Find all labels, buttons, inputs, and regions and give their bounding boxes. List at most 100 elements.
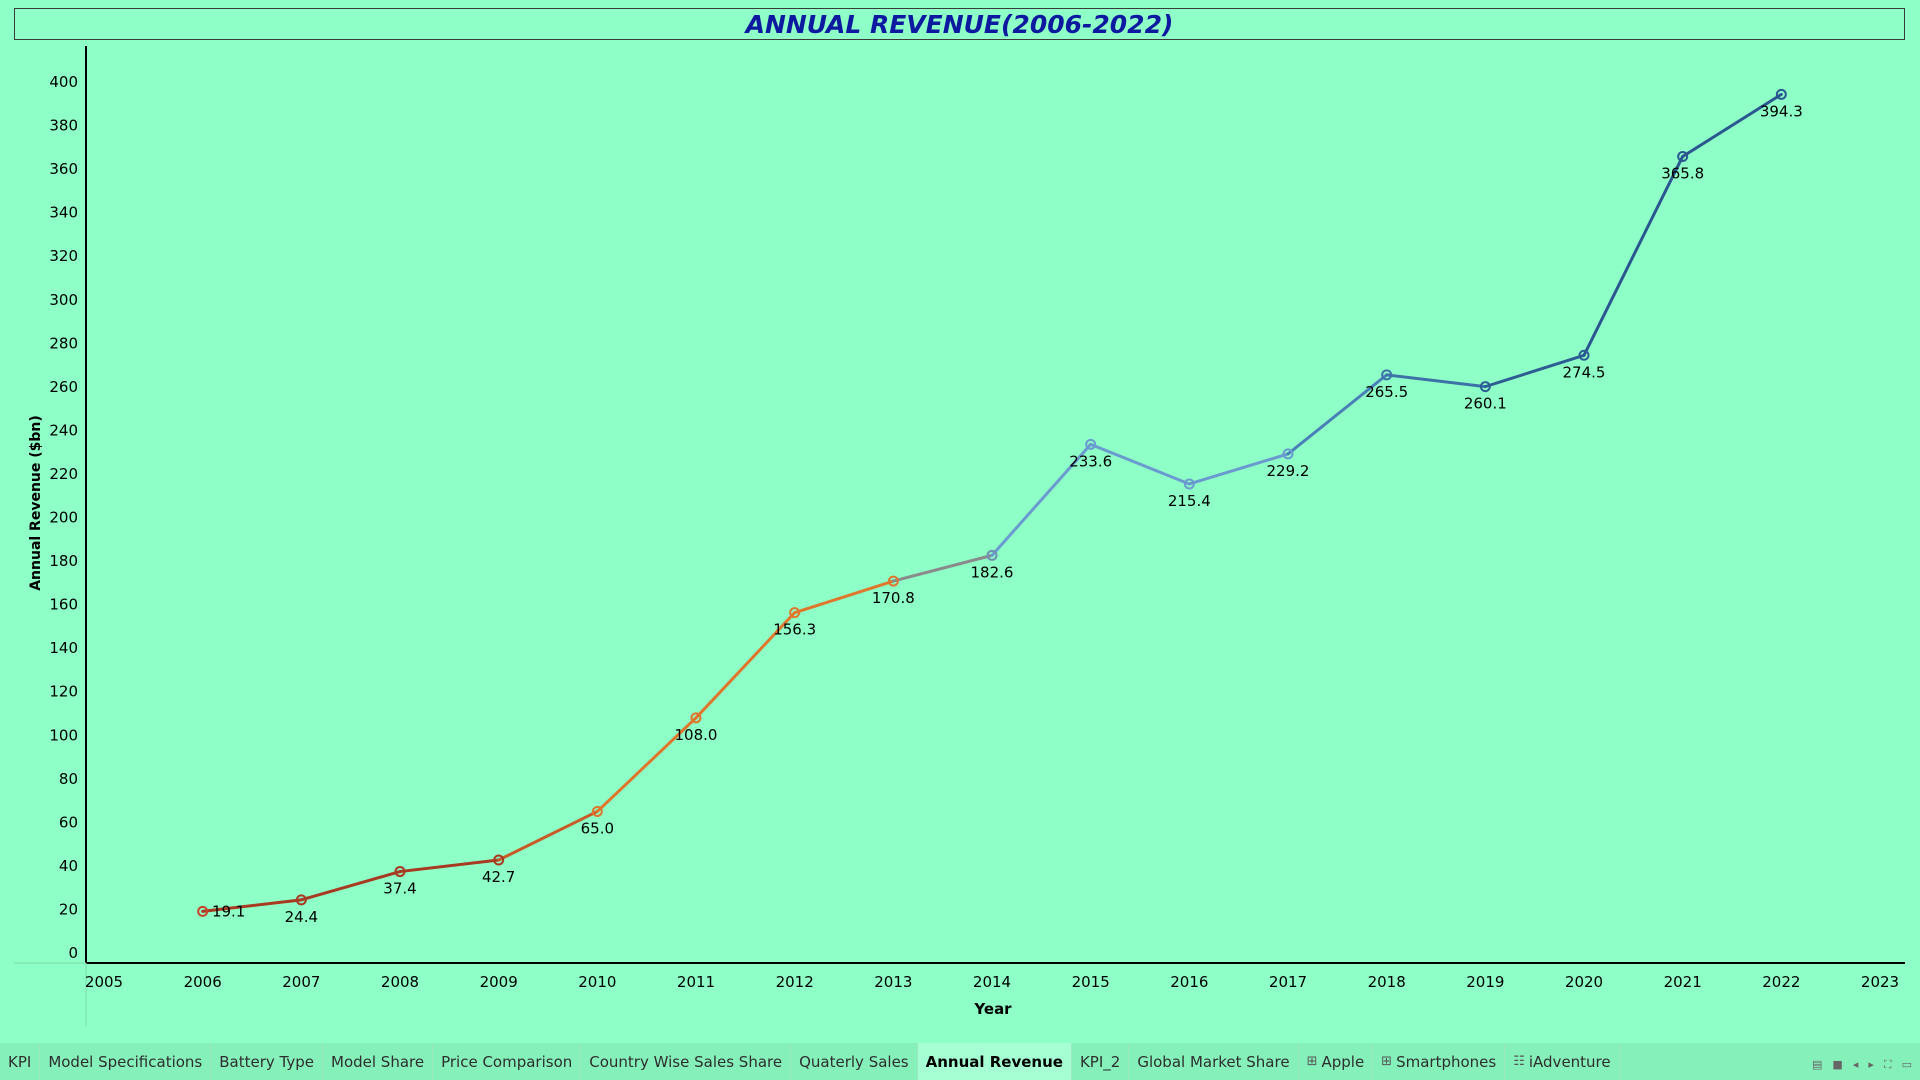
y-tick-label: 340 bbox=[49, 204, 78, 222]
line-segment bbox=[694, 611, 797, 720]
y-tick-label: 300 bbox=[49, 291, 78, 309]
line-segment bbox=[1681, 92, 1783, 158]
sheet-tab-label: KPI bbox=[8, 1052, 32, 1071]
dashboard-grid-icon: ⊞ bbox=[1306, 1054, 1318, 1069]
sheet-tab[interactable]: KPI bbox=[0, 1043, 41, 1080]
sheet-tab-label: Smartphones bbox=[1396, 1052, 1497, 1071]
x-tick-label: 2015 bbox=[1072, 973, 1110, 991]
x-tick-label: 2022 bbox=[1762, 973, 1800, 991]
y-tick-label: 40 bbox=[59, 857, 78, 875]
line-segment bbox=[497, 809, 599, 862]
data-label: 274.5 bbox=[1563, 363, 1606, 381]
previous-sheet-icon[interactable]: ◂ bbox=[1852, 1058, 1859, 1071]
show-tabs-icon[interactable]: ■ bbox=[1832, 1058, 1843, 1071]
sheet-tab[interactable]: ☷ iAdventure bbox=[1505, 1043, 1620, 1080]
data-label: 229.2 bbox=[1267, 462, 1310, 480]
x-axis-label: Year bbox=[973, 1000, 1012, 1018]
x-tick-label: 2016 bbox=[1170, 973, 1208, 991]
sheet-tab[interactable]: ⊞ Smartphones bbox=[1373, 1043, 1506, 1080]
x-tick-label: 2006 bbox=[184, 973, 222, 991]
x-tick-label: 2021 bbox=[1664, 973, 1702, 991]
line-segment bbox=[891, 553, 994, 583]
data-label: 233.6 bbox=[1069, 452, 1112, 470]
sheet-tab-label: Model Share bbox=[331, 1052, 425, 1071]
line-segment bbox=[1286, 373, 1389, 456]
sheet-tab-label: Country Wise Sales Share bbox=[589, 1052, 783, 1071]
chart-title-box: ANNUAL REVENUE(2006-2022) bbox=[14, 8, 1905, 40]
data-label: 182.6 bbox=[971, 563, 1014, 581]
sheet-tab-label: Global Market Share bbox=[1137, 1052, 1290, 1071]
next-sheet-icon[interactable]: ▸ bbox=[1868, 1058, 1874, 1071]
data-label: 24.4 bbox=[285, 908, 318, 926]
data-point bbox=[986, 549, 998, 561]
x-tick-label: 2010 bbox=[578, 973, 616, 991]
y-axis-label: Annual Revenue ($bn) bbox=[28, 415, 44, 591]
line-segment bbox=[201, 898, 303, 913]
sheet-tab-label: Apple bbox=[1321, 1052, 1365, 1071]
x-tick-label: 2018 bbox=[1368, 973, 1406, 991]
sheet-tab-label: KPI_2 bbox=[1079, 1052, 1121, 1071]
y-tick-label: 180 bbox=[49, 552, 78, 570]
sheet-tab[interactable]: Annual Revenue bbox=[917, 1043, 1072, 1080]
series-lines bbox=[201, 92, 1783, 913]
data-labels: 19.1 24.4 37.4 42.7 65.0 108.0 156.3 170.8 182.6… bbox=[212, 102, 1803, 925]
data-point bbox=[493, 854, 505, 866]
sheet-tab[interactable]: Model Share bbox=[323, 1043, 434, 1080]
y-tick-label: 140 bbox=[49, 639, 78, 657]
sheet-tab[interactable]: Battery Type bbox=[211, 1043, 323, 1080]
data-point bbox=[1677, 150, 1689, 162]
sheet-tab[interactable]: Model Specifications bbox=[40, 1043, 212, 1080]
data-label: 156.3 bbox=[773, 621, 816, 639]
show-filmstrip-icon[interactable]: ▤ bbox=[1812, 1058, 1823, 1071]
sheet-tab[interactable]: ⊞ Apple bbox=[1299, 1043, 1374, 1080]
x-tick-label: 2019 bbox=[1466, 973, 1504, 991]
data-point bbox=[690, 712, 702, 724]
line-segment bbox=[793, 579, 895, 615]
sheet-tab[interactable]: Quaterly Sales bbox=[791, 1043, 918, 1080]
line-chart: 0 20 40 60 80 100 120 140 160 180 200 220 240 260 280 3… bbox=[14, 46, 1905, 1026]
data-label: 37.4 bbox=[383, 880, 416, 898]
sheet-tab-label: Quaterly Sales bbox=[799, 1052, 909, 1071]
data-label: 108.0 bbox=[675, 726, 718, 744]
chart-title: ANNUAL REVENUE(2006-2022) bbox=[745, 9, 1174, 39]
x-tick-label: 2011 bbox=[677, 973, 715, 991]
data-point bbox=[887, 575, 899, 587]
y-tick-label: 20 bbox=[59, 900, 78, 918]
data-point bbox=[394, 866, 406, 878]
data-label: 42.7 bbox=[482, 868, 515, 886]
presentation-icon[interactable]: ▭ bbox=[1901, 1058, 1912, 1071]
x-tick-label: 2012 bbox=[776, 973, 814, 991]
data-point bbox=[295, 894, 307, 906]
fullscreen-icon[interactable]: ⛶ bbox=[1883, 1058, 1892, 1071]
y-tick-label: 160 bbox=[49, 596, 78, 614]
x-tick-label: 2020 bbox=[1565, 973, 1603, 991]
y-tick-label: 200 bbox=[49, 509, 78, 527]
data-label: 19.1 bbox=[212, 902, 245, 920]
line-segment bbox=[1582, 154, 1685, 357]
sheet-tab[interactable]: Global Market Share bbox=[1129, 1043, 1299, 1080]
sheet-tab[interactable]: KPI_2 bbox=[1072, 1043, 1130, 1080]
data-label: 65.0 bbox=[581, 819, 614, 837]
x-tick-label: 2005 bbox=[85, 973, 123, 991]
x-tick-label: 2008 bbox=[381, 973, 419, 991]
data-label: 394.3 bbox=[1760, 102, 1803, 120]
sheet-tab-label: Annual Revenue bbox=[925, 1052, 1063, 1071]
tab-navigation-controls: ▤ ■ ◂ ▸ ⛶ ▭ bbox=[1812, 1058, 1912, 1072]
y-tick-label: 320 bbox=[49, 247, 78, 265]
line-segment bbox=[1483, 353, 1586, 389]
sheet-tab[interactable]: Country Wise Sales Share bbox=[581, 1043, 792, 1080]
line-segment bbox=[1385, 373, 1487, 389]
sheet-tab[interactable]: Price Comparison bbox=[433, 1043, 582, 1080]
y-tick-label: 0 bbox=[68, 944, 78, 962]
story-book-icon: ☷ bbox=[1513, 1054, 1525, 1069]
y-tick-label: 260 bbox=[49, 378, 78, 396]
line-segment bbox=[398, 858, 501, 874]
y-tick-label: 220 bbox=[49, 465, 78, 483]
data-point bbox=[789, 607, 801, 619]
series-points bbox=[197, 88, 1787, 917]
y-tick-label: 240 bbox=[49, 421, 78, 439]
line-segment bbox=[299, 870, 402, 902]
data-point bbox=[1578, 349, 1590, 361]
sheet-tab-bar: KPI Model Specifications Battery Type Model… bbox=[0, 1043, 1920, 1080]
dashboard-grid-icon: ⊞ bbox=[1381, 1054, 1393, 1069]
